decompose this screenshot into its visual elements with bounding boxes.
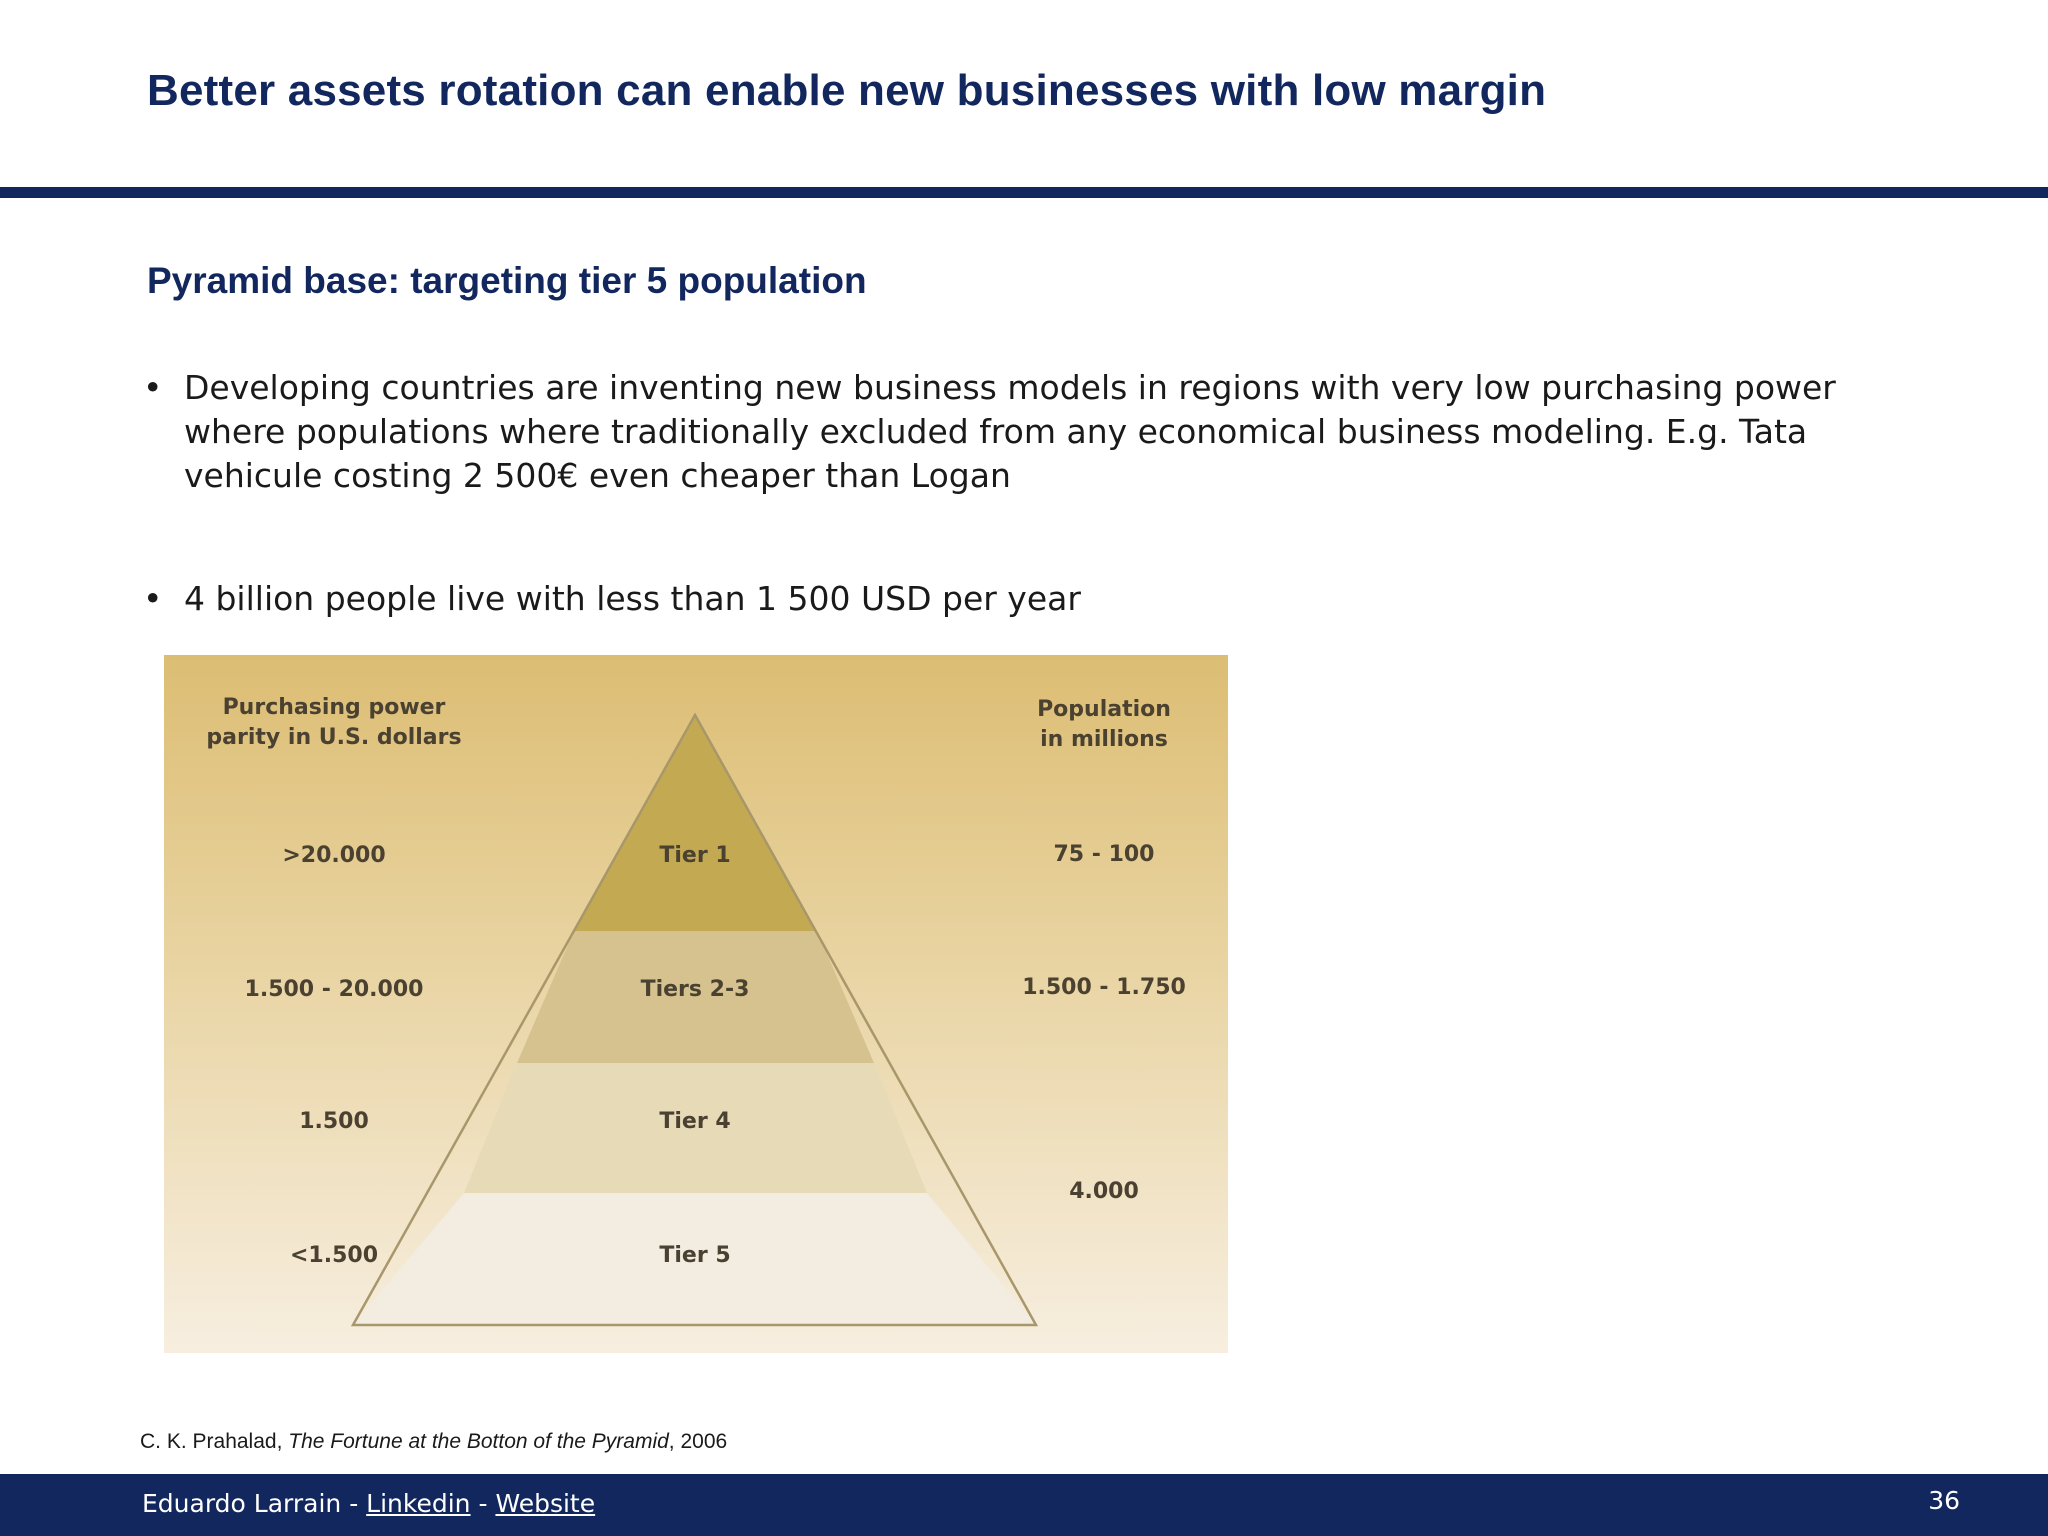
bullet-item: • Developing countries are inventing new… — [143, 366, 1923, 498]
tier-1-band — [574, 715, 817, 931]
pyramid-graphic — [350, 712, 1039, 1327]
tier-4-band — [464, 1063, 927, 1193]
pyramid-diagram: Purchasing power parity in U.S. dollars … — [164, 655, 1228, 1353]
tier-1-population: 75 - 100 — [1053, 842, 1155, 867]
website-link[interactable]: Website — [495, 1489, 596, 1518]
bullet-dot: • — [143, 368, 163, 407]
tier-2-3-name: Tiers 2-3 — [640, 977, 750, 1002]
citation-book-title: The Fortune at the Botton of the Pyramid — [288, 1430, 669, 1453]
tier-5-ppp: <1.500 — [289, 1243, 379, 1268]
tier-5-name: Tier 5 — [659, 1243, 731, 1268]
pyramid-outline — [350, 712, 1039, 1327]
footer-bar: Eduardo Larrain - Linkedin - Website 36 — [0, 1474, 2048, 1536]
tier-4-ppp: 1.500 — [299, 1109, 369, 1134]
bullet-item: • 4 billion people live with less than 1… — [143, 577, 1923, 621]
ppp-header-line1: Purchasing power — [222, 695, 446, 720]
source-citation: C. K. Prahalad, The Fortune at the Botto… — [140, 1430, 727, 1454]
tier-5-band — [353, 1193, 1036, 1325]
page-number: 36 — [1928, 1486, 1960, 1515]
slide-title: Better assets rotation can enable new bu… — [147, 66, 1547, 115]
ppp-header: Purchasing power parity in U.S. dollars — [204, 693, 464, 753]
footer-separator: - — [470, 1489, 496, 1518]
tier-4-name: Tier 4 — [659, 1109, 731, 1134]
population-header: Population in millions — [1014, 695, 1194, 755]
tier-4-5-population: 4.000 — [1069, 1179, 1139, 1204]
tier-2-3-band — [517, 931, 874, 1063]
bullet-text: 4 billion people live with less than 1 5… — [184, 579, 1081, 618]
bullet-dot: • — [143, 579, 163, 618]
tier-1-name: Tier 1 — [659, 843, 731, 868]
tier-1-ppp: >20.000 — [282, 843, 386, 868]
section-subtitle: Pyramid base: targeting tier 5 populatio… — [147, 260, 867, 301]
ppp-header-line2: parity in U.S. dollars — [206, 725, 462, 750]
footer-author: Eduardo Larrain - — [142, 1489, 367, 1518]
tier-2-3-ppp: 1.500 - 20.000 — [244, 977, 424, 1002]
linkedin-link[interactable]: Linkedin — [366, 1489, 471, 1518]
citation-author: C. K. Prahalad, — [140, 1430, 289, 1453]
tier-2-3-population: 1.500 - 1.750 — [1022, 975, 1186, 1000]
citation-year: , 2006 — [668, 1430, 728, 1453]
title-divider — [0, 187, 2048, 198]
bullet-text: Developing countries are inventing new b… — [184, 368, 1836, 495]
population-header-line1: Population — [1037, 697, 1171, 722]
population-header-line2: in millions — [1040, 727, 1168, 752]
footer-credits: Eduardo Larrain - Linkedin - Website — [142, 1489, 595, 1518]
